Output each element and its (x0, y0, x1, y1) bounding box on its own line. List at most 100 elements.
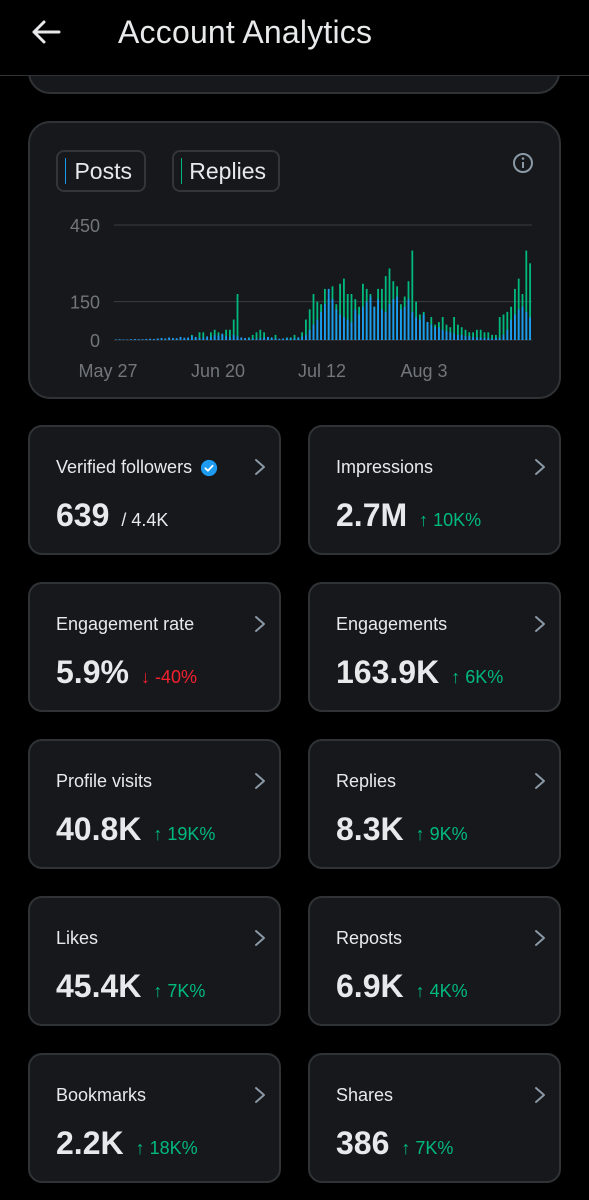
stat-label-text: Engagement rate (56, 614, 195, 634)
posts-bar (335, 309, 338, 340)
replies-bar (236, 294, 239, 340)
stat-value-row: 5.9% ↓ -40% (56, 654, 197, 691)
stat-label: Shares (336, 1085, 393, 1106)
stat-label-text: Reposts (336, 928, 403, 948)
x-tick-label: Jul 12 (298, 361, 346, 381)
posts-bar (145, 338, 148, 340)
stat-label-text: Impressions (336, 457, 434, 477)
stat-card-replies[interactable]: Replies 8.3K ↑ 9K% (308, 739, 561, 869)
posts-bar (183, 337, 186, 340)
page-title: Account Analytics (118, 14, 373, 50)
stat-card-bookmarks[interactable]: Bookmarks 2.2K ↑ 18K% (28, 1053, 281, 1183)
posts-bar (289, 338, 292, 340)
posts-bar (168, 337, 170, 340)
chevron-right-icon (535, 773, 545, 789)
stat-label-text: Verified followers (56, 457, 193, 477)
y-tick-label: 150 (70, 293, 100, 313)
stat-label-text: Bookmarks (56, 1085, 147, 1105)
stat-value-row: 639 / 4.4K (56, 497, 168, 534)
y-tick-label: 0 (90, 331, 100, 351)
top-bar: Account Analytics (0, 0, 589, 76)
posts-bar (210, 336, 212, 340)
replies-bar (464, 329, 467, 340)
posts-bar (403, 306, 406, 340)
stat-value-row: 163.9K ↑ 6K% (336, 654, 503, 691)
posts-bar (438, 327, 440, 340)
stat-card-reposts[interactable]: Reposts 6.9K ↑ 4K% (308, 896, 561, 1026)
posts-bar (384, 311, 387, 340)
stat-label-text: Engagements (336, 614, 448, 634)
stat-card-verified-followers[interactable]: Verified followers 639 / 4.4K (28, 425, 281, 555)
replies-bar (255, 332, 258, 340)
chevron-right-icon (255, 773, 265, 789)
replies-bar (305, 319, 307, 340)
stat-label: Likes (56, 928, 98, 949)
legend-posts-label: Posts (74, 157, 132, 184)
stat-delta: ↑ 7K% (401, 1138, 454, 1158)
posts-bar (350, 322, 353, 340)
legend-posts-chip[interactable]: Posts (56, 150, 146, 192)
back-button[interactable] (28, 14, 64, 50)
replies-bar (483, 332, 486, 340)
replies-bar (506, 311, 509, 340)
posts-bar (255, 338, 258, 340)
posts-bar (468, 336, 471, 340)
stat-card-engagement-rate[interactable]: Engagement rate 5.9% ↓ -40% (28, 582, 281, 712)
stat-value: 8.3K (336, 811, 404, 847)
posts-bar (358, 314, 360, 340)
replies-bar (384, 276, 387, 340)
stat-card-likes[interactable]: Likes 45.4K ↑ 7K% (28, 896, 281, 1026)
stat-value-row: 386 ↑ 7K% (336, 1125, 453, 1162)
replies-bar (229, 329, 231, 340)
posts-bar (529, 317, 531, 340)
posts-bar (449, 332, 452, 340)
stat-label: Engagements (336, 614, 447, 635)
replies-bar (525, 250, 528, 340)
posts-bar (126, 339, 129, 340)
stat-value: 2.7M (336, 497, 408, 533)
posts-bar (365, 301, 368, 340)
posts-bar (198, 337, 201, 340)
arrow-left-icon (32, 20, 61, 44)
replies-bar (350, 294, 353, 340)
posts-bar (525, 311, 528, 340)
x-tick-label: May 27 (78, 361, 137, 381)
posts-bar (297, 337, 300, 340)
posts-bar (229, 336, 231, 340)
stat-delta: ↑ 4K% (415, 981, 468, 1001)
stat-card-profile-visits[interactable]: Profile visits 40.8K ↑ 19K% (28, 739, 281, 869)
stat-card-engagements[interactable]: Engagements 163.9K ↑ 6K% (308, 582, 561, 712)
stat-value-row: 8.3K ↑ 9K% (336, 811, 468, 848)
posts-bar (232, 334, 235, 340)
posts-bar (312, 324, 315, 340)
posts-bar (346, 319, 349, 340)
posts-bar (137, 339, 140, 340)
legend-replies-chip[interactable]: Replies (172, 150, 280, 192)
posts-bar (316, 319, 319, 340)
posts-bar (354, 309, 357, 340)
replies-bar (468, 332, 471, 340)
posts-bar (259, 337, 262, 340)
posts-bar (419, 319, 421, 340)
posts-bar (225, 336, 227, 340)
replies-bar (308, 309, 311, 340)
posts-bar (502, 334, 505, 340)
posts-bar (286, 337, 288, 340)
posts-bar (369, 296, 372, 340)
x-tick-label: Aug 3 (400, 361, 447, 381)
posts-bar (251, 338, 254, 340)
posts-bar (153, 338, 155, 340)
stat-label: Engagement rate (56, 614, 194, 635)
replies-bar (263, 332, 265, 340)
posts-bar (407, 299, 410, 340)
stat-value: 40.8K (56, 811, 142, 847)
chevron-right-icon (535, 616, 545, 632)
replies-bar (343, 278, 345, 340)
posts-bar (130, 339, 132, 340)
posts-bar (400, 309, 402, 340)
stat-card-shares[interactable]: Shares 386 ↑ 7K% (308, 1053, 561, 1183)
posts-bar (411, 311, 414, 340)
posts-bar (134, 338, 136, 340)
stat-card-impressions[interactable]: Impressions 2.7M ↑ 10K% (308, 425, 561, 555)
info-icon[interactable] (512, 152, 534, 174)
